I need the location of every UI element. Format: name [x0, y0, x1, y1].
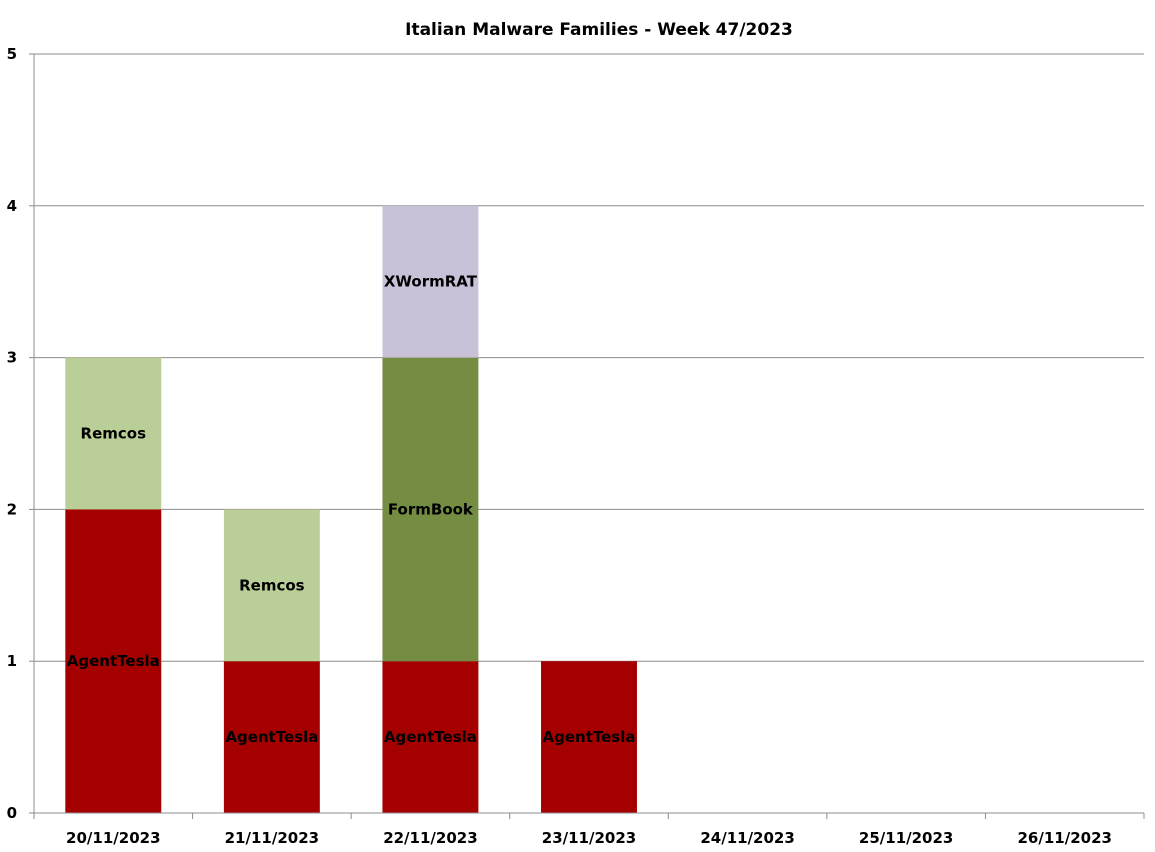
- data-label: XWormRAT: [384, 273, 478, 291]
- x-tick-label: 22/11/2023: [383, 829, 477, 847]
- x-tick-label: 26/11/2023: [1017, 829, 1111, 847]
- y-tick-label: 3: [7, 349, 17, 367]
- data-label: Remcos: [239, 576, 305, 594]
- y-tick-label: 0: [7, 804, 17, 822]
- y-tick-label: 4: [7, 197, 17, 215]
- bar-segment: [382, 357, 479, 662]
- x-tick-label: 21/11/2023: [225, 829, 319, 847]
- data-label: Remcos: [81, 425, 147, 443]
- y-tick-label: 5: [7, 45, 17, 63]
- bar-segment: [382, 205, 479, 358]
- chart-title: Italian Malware Families - Week 47/2023: [405, 20, 793, 40]
- bar-segment: [223, 661, 320, 813]
- y-tick-label: 1: [7, 652, 17, 670]
- bar-segment: [382, 661, 479, 813]
- gridlines: [34, 53, 1144, 662]
- x-tick-label: 25/11/2023: [859, 829, 953, 847]
- data-label: AgentTesla: [67, 652, 160, 670]
- data-label: AgentTesla: [225, 728, 318, 746]
- x-tick-label: 24/11/2023: [700, 829, 794, 847]
- bar-segment: [65, 509, 162, 813]
- bar-segment: [65, 357, 162, 510]
- data-label: AgentTesla: [543, 728, 636, 746]
- data-label: AgentTesla: [384, 728, 477, 746]
- bar-segment: [223, 509, 320, 662]
- bar-segment: [541, 661, 637, 813]
- y-tick-label: 2: [7, 500, 17, 518]
- y-axis: 0 1 2 3 4 5: [7, 45, 35, 822]
- x-tick-label: 20/11/2023: [66, 829, 160, 847]
- data-label: FormBook: [388, 500, 474, 518]
- x-tick-label: 23/11/2023: [542, 829, 636, 847]
- x-axis: 20/11/2023 21/11/2023 22/11/2023 23/11/2023…: [33, 812, 1145, 847]
- bars: AgentTesla Remcos AgentTesla Remcos AgentTes…: [65, 205, 637, 813]
